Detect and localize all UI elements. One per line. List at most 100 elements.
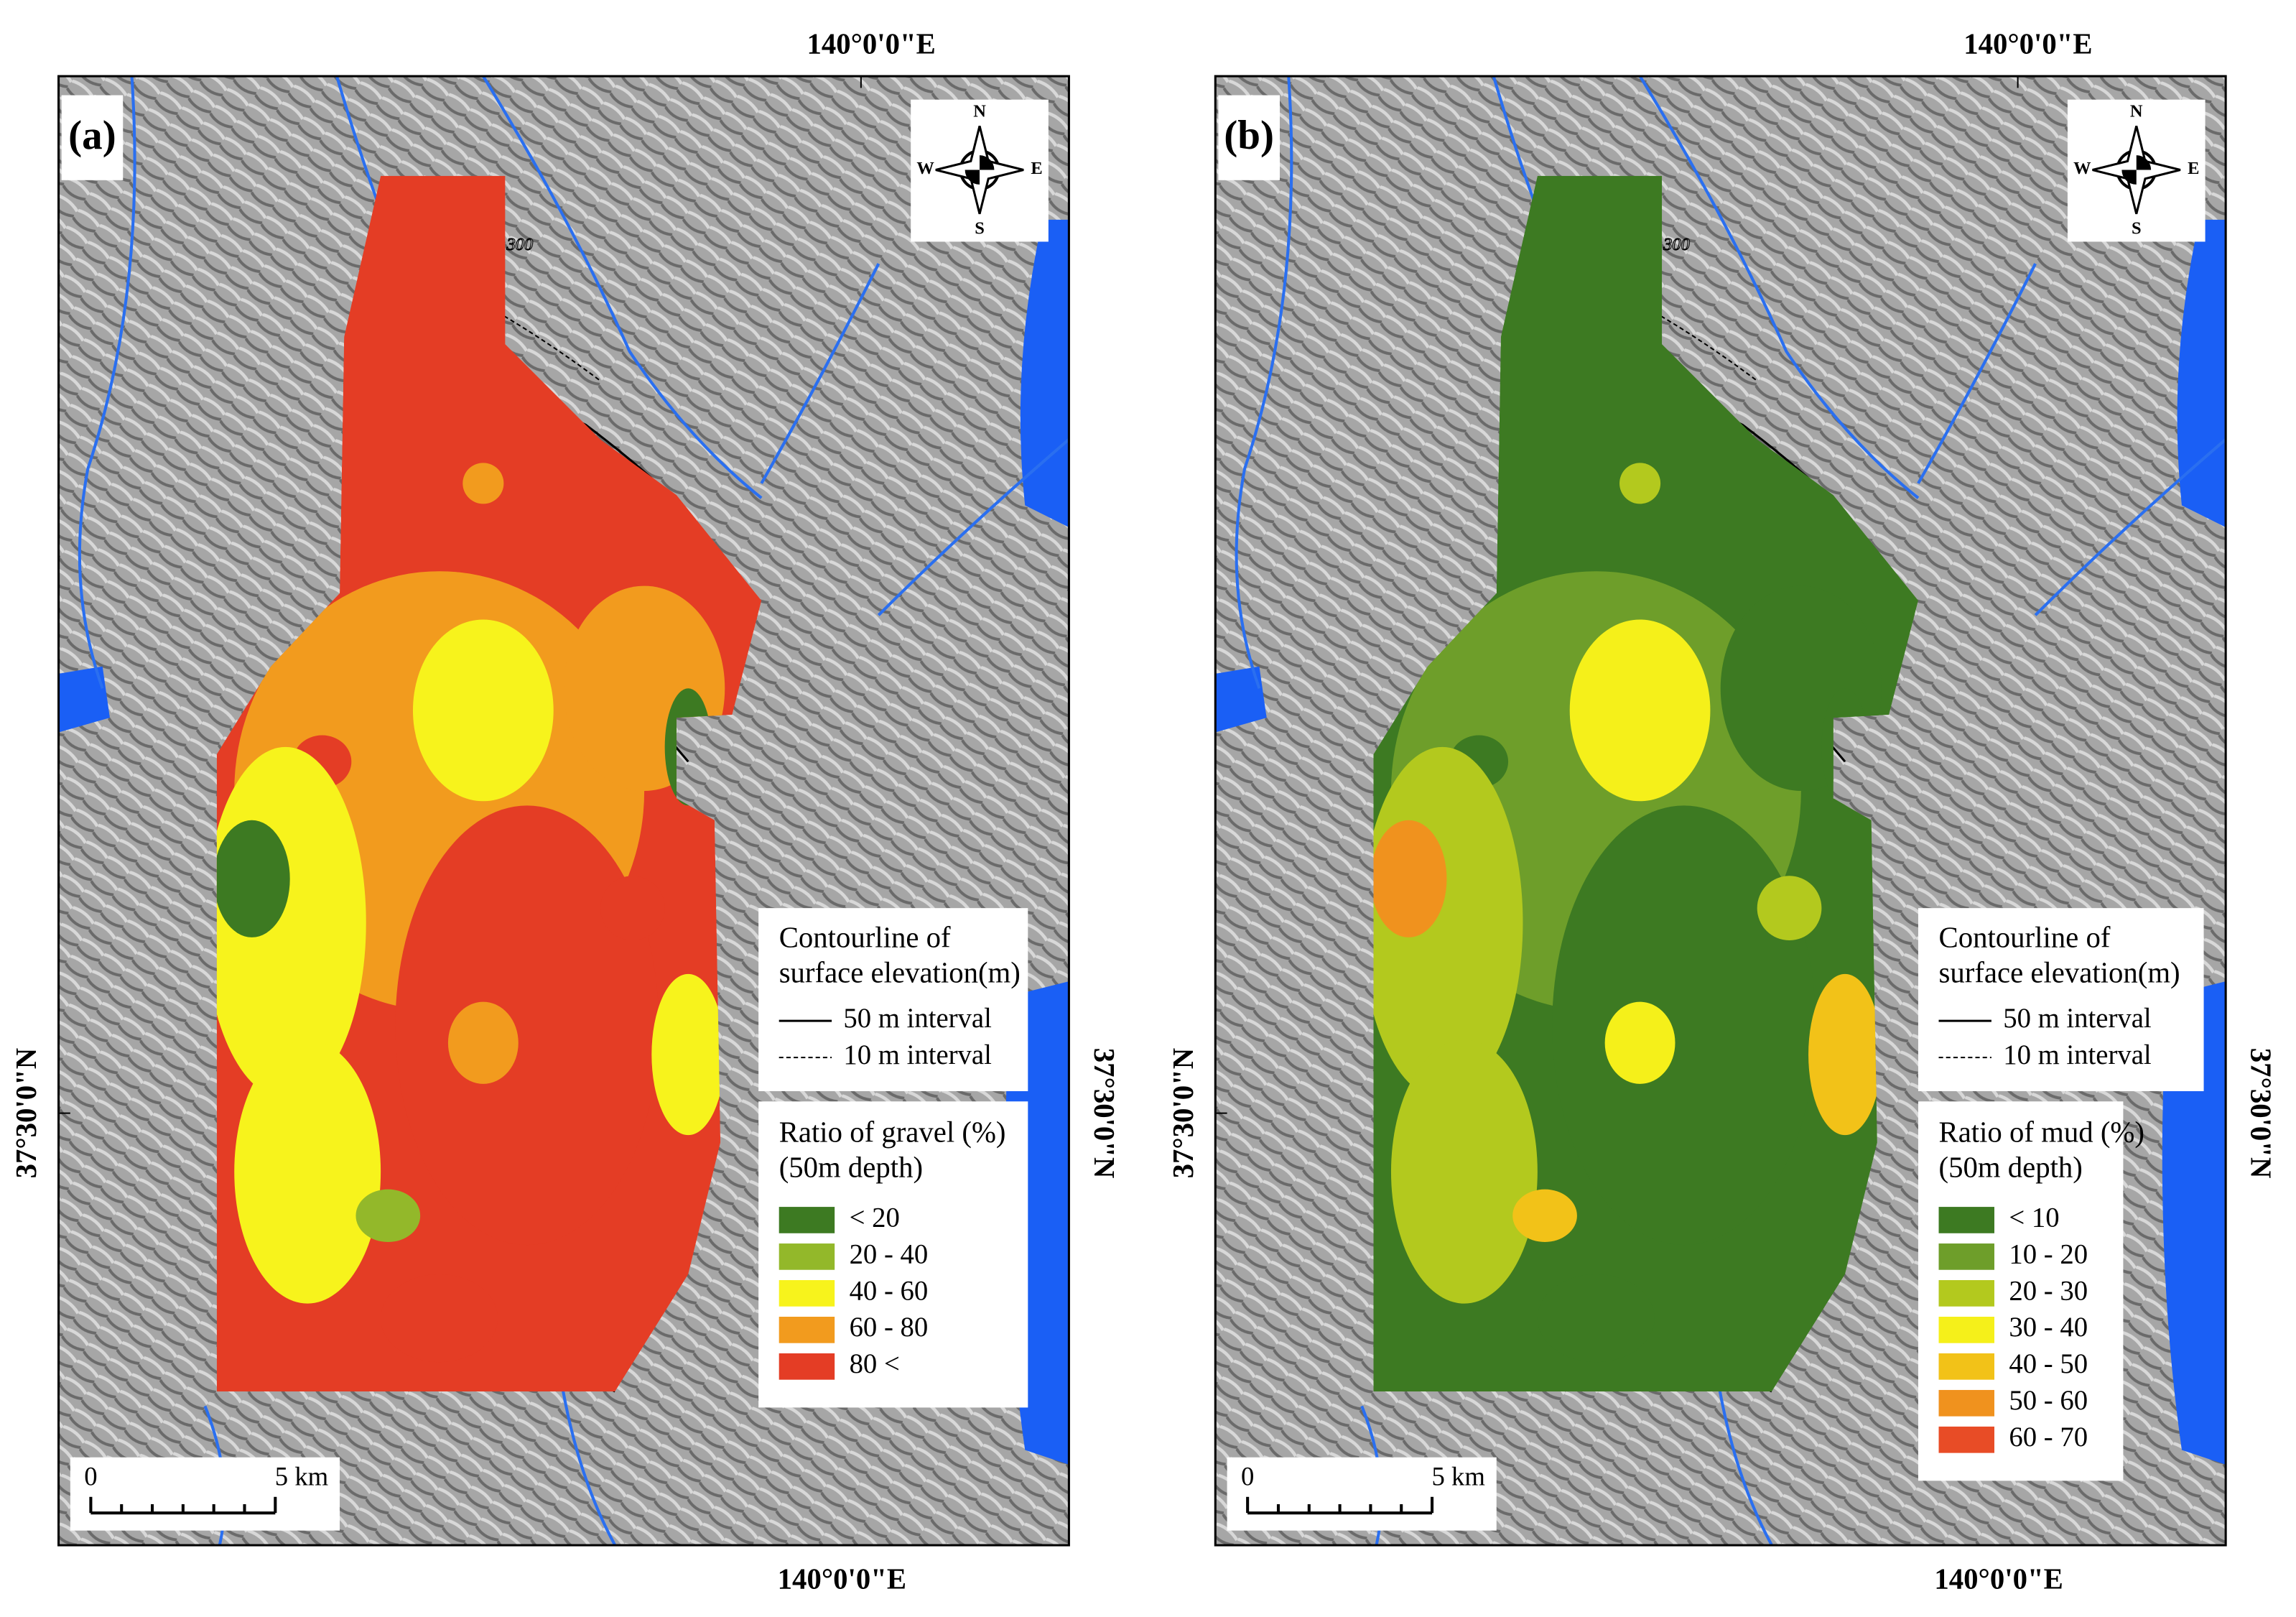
river [1235, 76, 1293, 689]
legend-label: 80 < [850, 1348, 900, 1379]
river [482, 76, 763, 499]
river [78, 76, 136, 689]
right-coordinate: 37°30'0"N [2245, 1048, 2277, 1179]
river [1638, 76, 1920, 499]
ratio-legend-title: (50m depth) [779, 1151, 923, 1183]
legend-label: 40 - 60 [850, 1275, 929, 1306]
contour-legend-title: surface elevation(m) [779, 956, 1021, 988]
contour-legend-title: Contourline of [779, 921, 951, 953]
legend-swatch [1938, 1316, 1994, 1343]
compass-fill [965, 155, 995, 185]
compass-n: N [973, 102, 986, 121]
contour-legend-label: 50 m interval [843, 1003, 991, 1034]
lake [2162, 981, 2226, 1465]
contour-legend-label: 10 m interval [843, 1039, 991, 1070]
contour-legend-label: 10 m interval [2003, 1039, 2151, 1070]
contour-label: 300 [506, 235, 533, 254]
compass-e: E [1031, 159, 1042, 178]
ratio-zone [1619, 463, 1661, 504]
ratio-zone [395, 805, 659, 1246]
ratio-zones [216, 175, 762, 1391]
legend-swatch [1938, 1389, 1994, 1417]
panel-label-box [1218, 95, 1281, 180]
legend-label: 60 - 70 [2009, 1422, 2088, 1452]
compass-s: S [975, 219, 985, 238]
bottom-coordinate: 140°0'0"E [1934, 1562, 2063, 1595]
ratio-zone [412, 619, 554, 802]
ratio-legend-title: (50m depth) [1939, 1151, 2083, 1183]
ratio-zone [1537, 1274, 1655, 1363]
ratio-zone [1373, 820, 1447, 937]
ratio-zone [216, 820, 290, 937]
ratio-zone [1390, 1039, 1538, 1304]
panel-label: (b) [1224, 113, 1274, 158]
contour-legend-title: surface elevation(m) [1939, 956, 2180, 988]
compass-w: W [2073, 159, 2091, 178]
lake [58, 666, 110, 733]
legend-swatch [778, 1353, 835, 1380]
compass-fill [2121, 155, 2152, 185]
contour-label: 300 [1663, 235, 1690, 254]
legend-label: 40 - 50 [2009, 1348, 2088, 1379]
legend-swatch [1938, 1353, 1994, 1380]
contour-legend-box [758, 908, 1028, 1092]
scale-start: 0 [84, 1462, 97, 1491]
map-panel: 300250200200250 [1215, 76, 2226, 1546]
scale-end: 5 km [275, 1462, 328, 1491]
contour-legend-title: Contourline of [1939, 921, 2111, 953]
ratio-zone [1512, 1189, 1577, 1243]
legend-label: 20 - 30 [2009, 1275, 2088, 1306]
top-coordinate: 140°0'0"E [1963, 28, 2092, 60]
contour-legend-label: 50 m interval [2003, 1003, 2151, 1034]
contour-legend-box [1918, 908, 2204, 1092]
legend-label: 10 - 20 [2009, 1238, 2088, 1269]
compass-w: W [916, 159, 934, 178]
river [2034, 438, 2226, 616]
scale-end: 5 km [1432, 1462, 1485, 1491]
ratio-zones-inner [216, 175, 762, 1391]
ratio-zone [234, 1039, 381, 1304]
map-frame [1214, 75, 2227, 1547]
ratio-zone [1569, 619, 1711, 802]
river [1917, 263, 2037, 484]
river [877, 438, 1069, 616]
top-coordinate: 140°0'0"E [807, 28, 935, 60]
scale-bar-box [1227, 1457, 1497, 1531]
ratio-zones-inner [1373, 175, 1918, 1391]
left-coordinate: 37°30'0"N [10, 1048, 42, 1179]
compass-n: N [2130, 102, 2143, 121]
right-coordinate: 37°30'0"N [1088, 1048, 1120, 1179]
ratio-legend-title: Ratio of gravel (%) [779, 1116, 1006, 1149]
ratio-zone [1757, 876, 1822, 941]
legend-swatch [1938, 1426, 1994, 1453]
legend-label: 30 - 40 [2009, 1312, 2088, 1343]
legend-label: 60 - 80 [850, 1312, 929, 1343]
lake [1215, 666, 1267, 733]
legend-swatch [1938, 1280, 1994, 1307]
scale-bar-box [70, 1457, 340, 1531]
legend-swatch [778, 1316, 835, 1343]
compass-s: S [2132, 219, 2142, 238]
ratio-zone [1552, 805, 1816, 1246]
legend-label: < 10 [2009, 1202, 2059, 1233]
legend-swatch [1938, 1243, 1994, 1270]
ratio-zone [1604, 1001, 1675, 1084]
bottom-coordinate: 140°0'0"E [778, 1562, 906, 1595]
legend-label: < 20 [850, 1202, 900, 1233]
ratio-zone [355, 1189, 421, 1243]
ratio-zone [463, 463, 504, 504]
legend-swatch [778, 1207, 835, 1233]
legend-swatch [778, 1280, 835, 1307]
legend-swatch [1938, 1207, 1994, 1233]
panel-label-box [61, 95, 124, 180]
ratio-zones [1373, 175, 1918, 1391]
legend-label: 50 - 60 [2009, 1385, 2088, 1416]
left-coordinate: 37°30'0"N [1167, 1048, 1199, 1179]
legend-swatch [778, 1243, 835, 1270]
scale-start: 0 [1241, 1462, 1254, 1491]
river [760, 263, 880, 484]
ratio-zone [600, 876, 665, 941]
compass-e: E [2188, 159, 2199, 178]
